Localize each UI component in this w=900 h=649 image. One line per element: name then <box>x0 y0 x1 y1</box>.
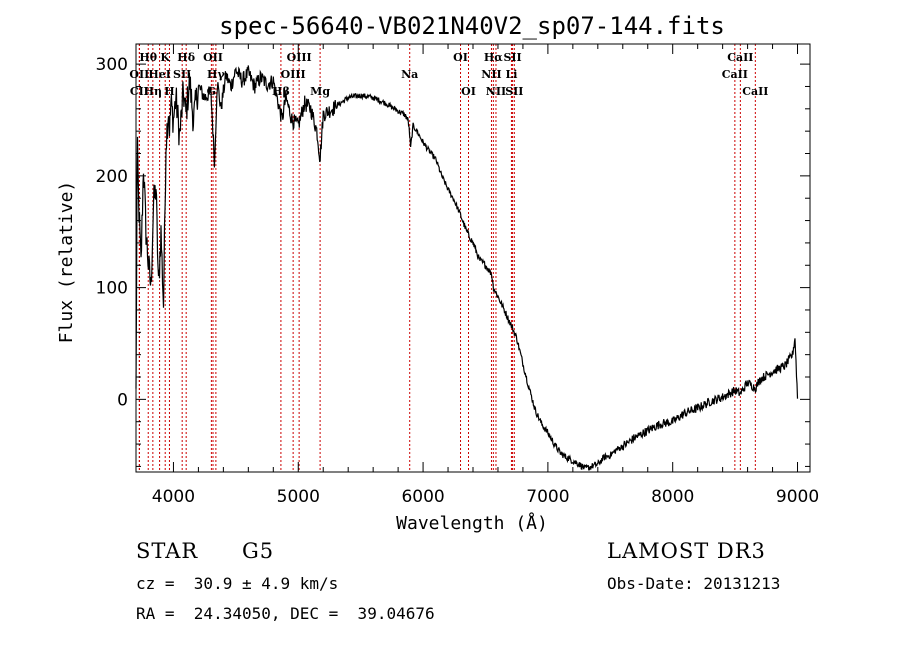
spectral-line-label: Hδ <box>177 51 195 64</box>
spectral-line-label: SII <box>505 85 523 98</box>
spectral-line-label: Hγ <box>207 68 225 81</box>
x-tick-label: 8000 <box>651 487 694 507</box>
y-tick-label: 100 <box>96 279 128 299</box>
spectral-line-label: Mg <box>310 85 330 98</box>
spectral-line-label: OII <box>129 68 149 81</box>
y-tick-label: 0 <box>117 390 128 410</box>
spectral-line-label: CII <box>130 85 149 98</box>
x-tick-label: 7000 <box>526 487 569 507</box>
obs-date: Obs-Date: 20131213 <box>607 574 781 593</box>
spectral-line-label: Na <box>401 68 418 81</box>
y-axis-ticks: 0 100 200 300 <box>96 55 810 467</box>
spectral-line-label: OI <box>461 85 476 98</box>
spectral-line-label: CaII <box>742 85 768 98</box>
spectral-line-label: OI <box>453 51 468 64</box>
object-class: STAR <box>136 539 199 563</box>
spectral-line-label: Hθ <box>139 51 157 64</box>
spectral-marker-lines <box>138 44 756 472</box>
x-tick-label: 4000 <box>152 487 195 507</box>
spectral-line-label: Hα <box>484 51 503 64</box>
spectral-line-label: SII <box>173 68 191 81</box>
y-axis-label: Flux (relative) <box>56 181 77 344</box>
spectral-line-label: NII <box>481 68 501 81</box>
spectral-line-label: H <box>164 85 174 98</box>
redshift-value: cz = 30.9 ± 4.9 km/s <box>136 574 339 593</box>
coordinates: RA = 24.34050, DEC = 39.04676 <box>136 604 435 623</box>
spectral-line-label: K <box>160 51 170 64</box>
spectral-line-label: OIII <box>287 51 312 64</box>
spectral-line-label: CaII <box>727 51 753 64</box>
y-tick-label: 200 <box>96 167 128 187</box>
x-axis-label: Wavelength (Å) <box>396 512 548 534</box>
spectral-line-label: CaII <box>722 68 748 81</box>
spectral-line-label: OIII <box>281 68 306 81</box>
spectral-line-label: Hη <box>144 85 162 98</box>
object-subclass: G5 <box>242 539 275 563</box>
survey-name: LAMOST DR3 <box>607 539 766 563</box>
y-tick-label: 300 <box>96 55 128 75</box>
spectral-line-label: Li <box>505 68 517 81</box>
spectral-line-label: NII <box>486 85 506 98</box>
x-tick-label: 9000 <box>776 487 819 507</box>
x-tick-label: 6000 <box>401 487 444 507</box>
spectral-line-label: SII <box>503 51 521 64</box>
spectral-line-label: HeI <box>148 68 171 81</box>
spectrum-line <box>135 65 799 471</box>
x-axis-ticks: 4000 5000 6000 7000 8000 9000 <box>152 44 819 507</box>
chart-title: spec-56640-VB021N40V2_sp07-144.fits <box>219 12 725 40</box>
spectral-line-label: OII <box>203 51 223 64</box>
x-tick-label: 5000 <box>277 487 320 507</box>
plot-frame <box>135 43 811 473</box>
